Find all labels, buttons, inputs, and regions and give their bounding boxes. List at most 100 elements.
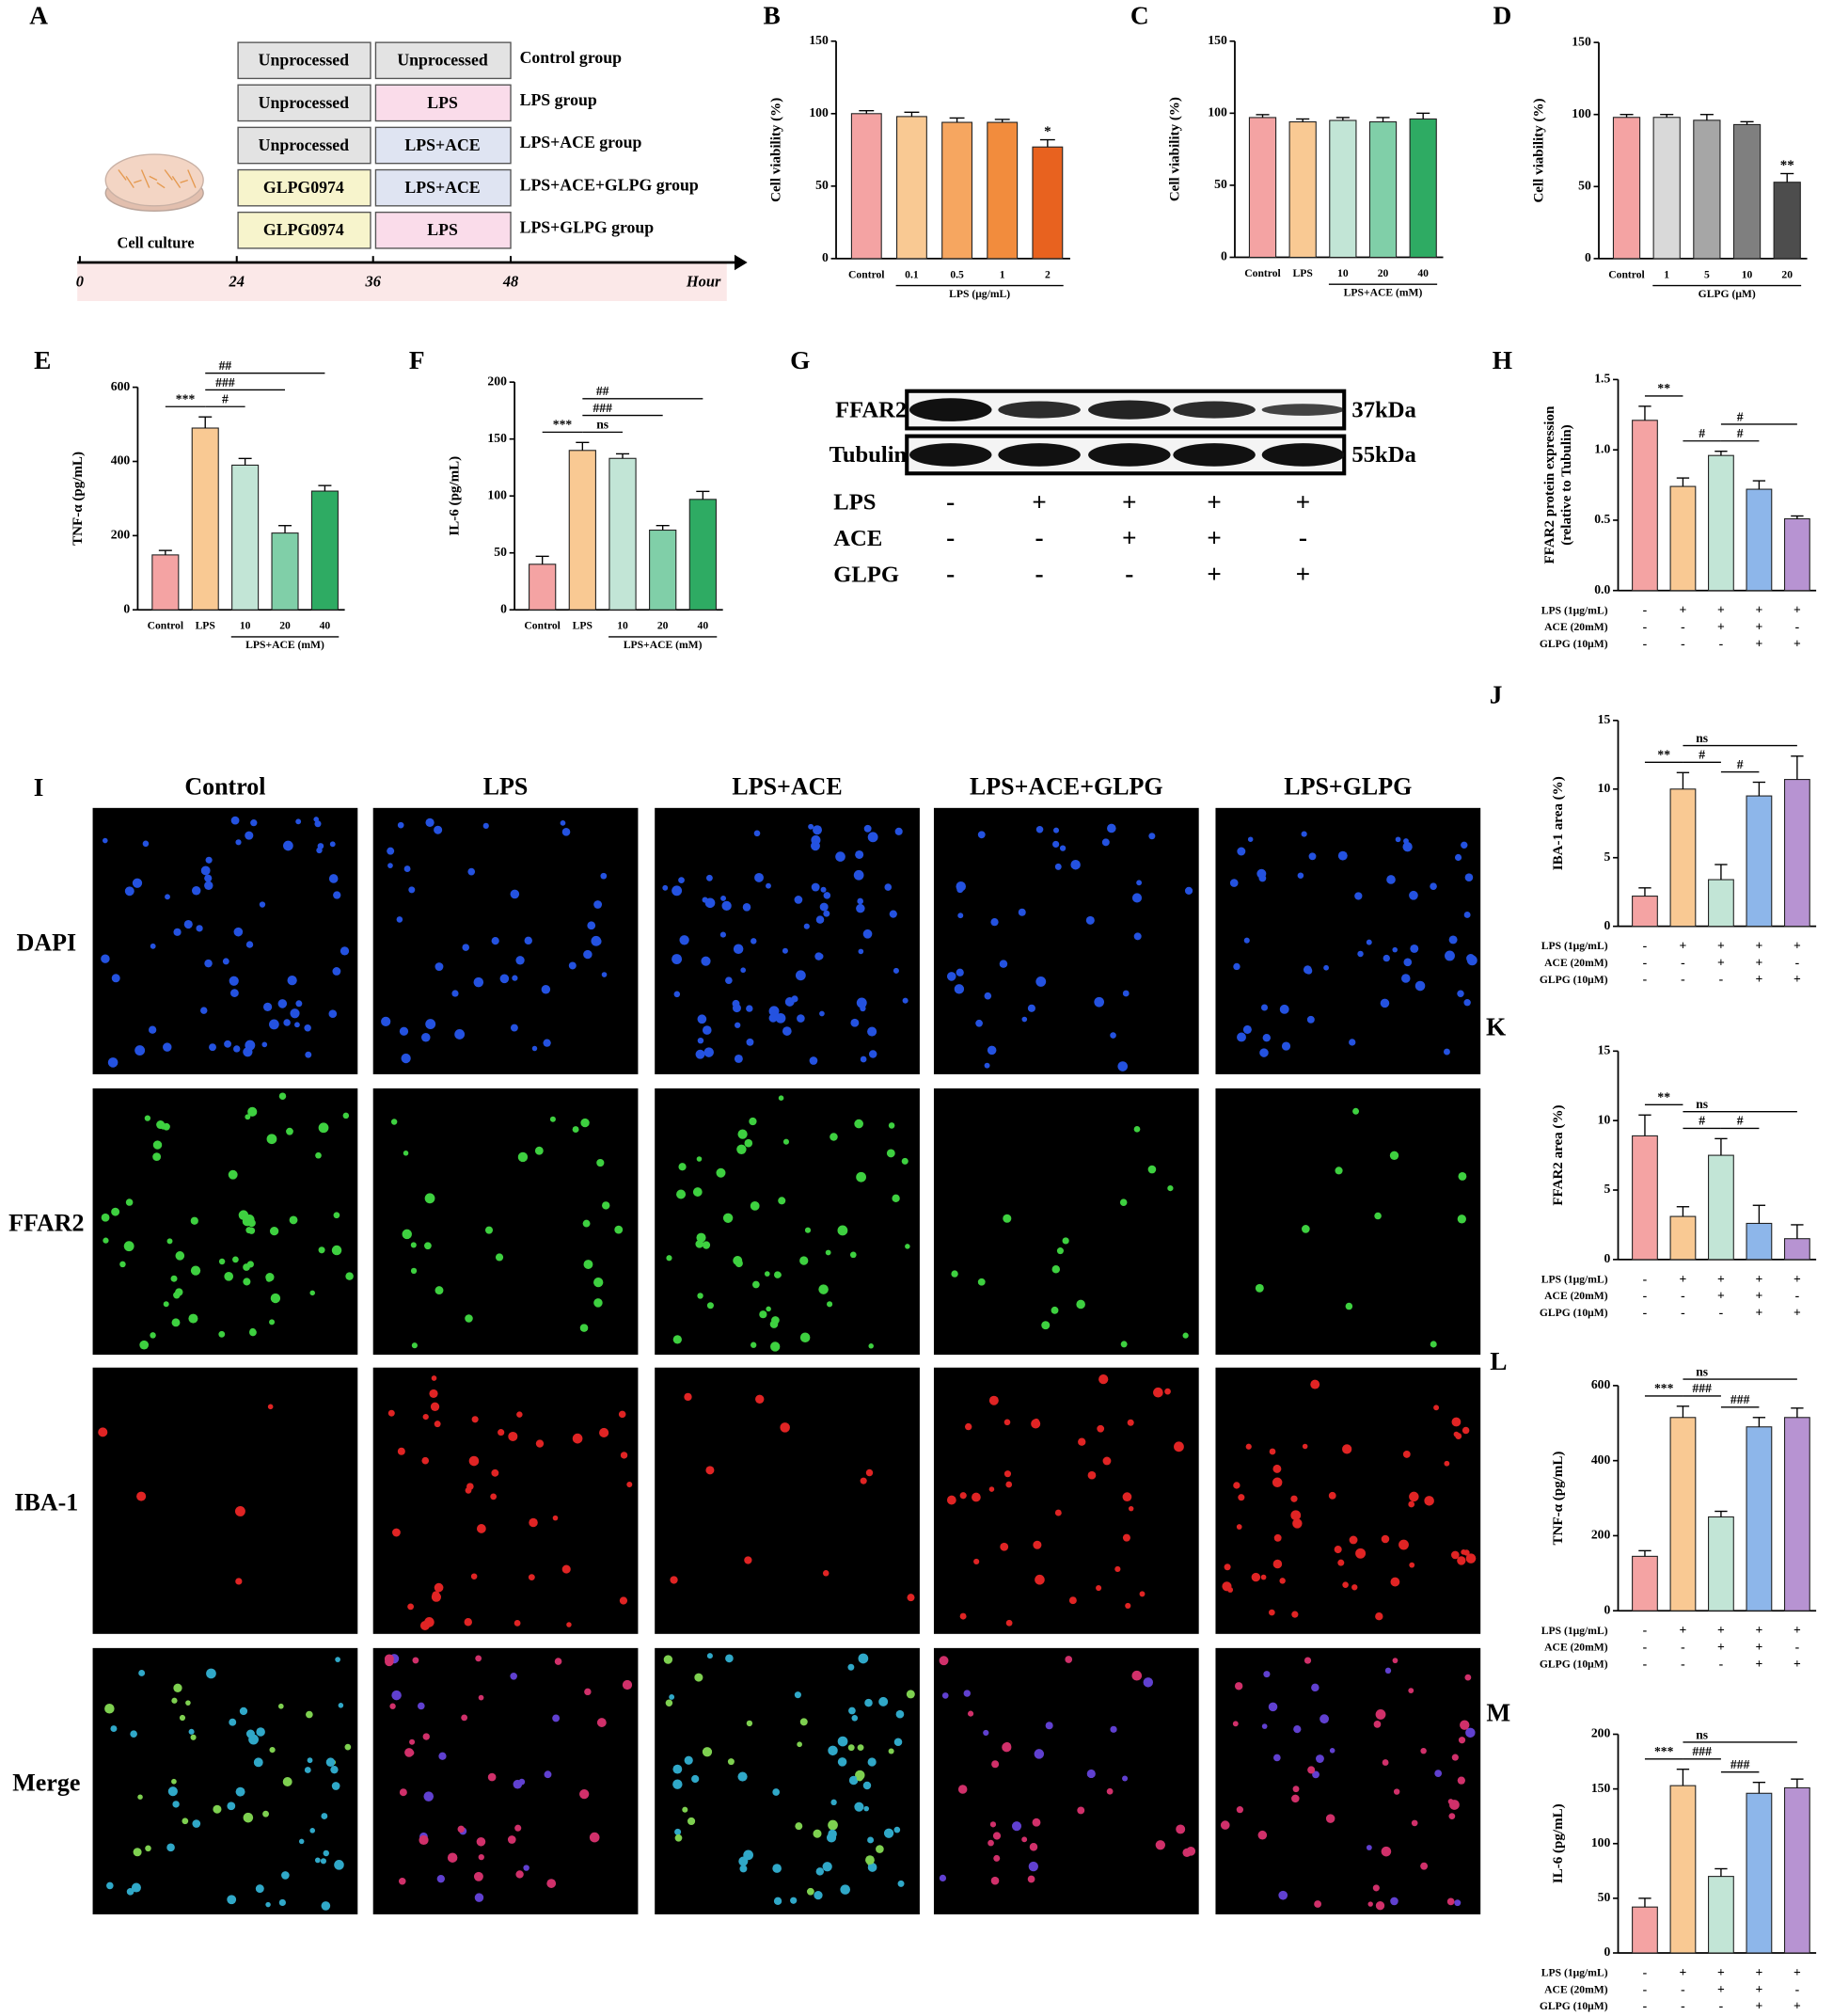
cell xyxy=(190,1216,198,1225)
cell xyxy=(1303,965,1312,975)
cell xyxy=(888,1122,895,1129)
cell xyxy=(269,1747,276,1754)
panel-letter: H xyxy=(1493,346,1512,374)
condition-sign: + xyxy=(1717,620,1725,634)
cell xyxy=(1127,1419,1134,1426)
cell xyxy=(828,1829,837,1839)
cell xyxy=(487,1772,497,1782)
cell xyxy=(614,1225,624,1234)
cell xyxy=(103,1237,109,1244)
cell xyxy=(809,1056,818,1065)
cell xyxy=(600,872,608,880)
petri-dish xyxy=(104,153,204,207)
blot-size: 37kDa xyxy=(1351,397,1415,422)
cell xyxy=(672,1764,683,1774)
significance: ** xyxy=(1657,381,1670,395)
cell xyxy=(744,1138,753,1148)
cell xyxy=(799,1332,811,1342)
bar xyxy=(1746,795,1773,928)
cell xyxy=(1035,825,1044,833)
blot-band xyxy=(998,401,1081,419)
cell xyxy=(1133,1125,1141,1133)
bar xyxy=(649,529,677,611)
condition-sign: + xyxy=(1756,603,1763,617)
cell-sketch xyxy=(171,175,182,189)
cell xyxy=(295,818,302,825)
cell xyxy=(867,1026,877,1037)
cell xyxy=(1464,1674,1472,1681)
condition-name: LPS xyxy=(833,490,876,516)
y-tick-label: 200 xyxy=(111,528,131,542)
cell xyxy=(823,892,831,899)
pre-box xyxy=(237,84,371,122)
cell xyxy=(1260,1574,1267,1580)
cell xyxy=(593,1298,603,1308)
cell xyxy=(233,1045,241,1053)
cell xyxy=(313,817,320,822)
cell xyxy=(957,913,964,919)
cell xyxy=(706,1302,714,1310)
condition-sign: + xyxy=(1122,487,1137,516)
micrograph xyxy=(933,1647,1199,1914)
cell xyxy=(1414,980,1426,992)
cell xyxy=(399,1026,409,1036)
cell xyxy=(407,1603,415,1611)
y-tick-label: 400 xyxy=(1591,1452,1611,1467)
cell xyxy=(695,1049,705,1059)
cell xyxy=(245,831,254,840)
cell xyxy=(768,1006,780,1017)
cell xyxy=(1272,1464,1282,1473)
cell xyxy=(987,1045,997,1056)
cell xyxy=(583,1260,593,1269)
bar xyxy=(1746,1222,1773,1261)
y-tick-label: 0 xyxy=(1604,1251,1610,1265)
cell xyxy=(1164,1388,1171,1395)
blot-band xyxy=(909,443,992,467)
cell xyxy=(1342,1581,1349,1588)
cell xyxy=(233,927,244,937)
cell xyxy=(1076,1299,1085,1310)
cell xyxy=(1174,1441,1184,1452)
cell xyxy=(101,1213,110,1222)
cell xyxy=(425,818,435,828)
row-label: FFAR2 xyxy=(8,1210,84,1237)
y-axis-label: IBA-1 area (%) xyxy=(1551,776,1566,870)
cell xyxy=(722,1213,734,1223)
cell xyxy=(828,1819,838,1831)
cell xyxy=(1290,1510,1302,1521)
cell xyxy=(963,1690,972,1697)
cell xyxy=(243,1047,253,1057)
cell xyxy=(266,1134,277,1145)
cell xyxy=(705,874,713,881)
cell xyxy=(847,1663,855,1671)
significance: # xyxy=(1737,1114,1744,1128)
cell xyxy=(1059,845,1067,851)
micrograph xyxy=(1215,1367,1481,1634)
cell xyxy=(1464,873,1474,881)
cell xyxy=(886,1149,895,1158)
cell xyxy=(1408,1500,1415,1508)
cell xyxy=(678,1163,687,1171)
cell xyxy=(1386,875,1396,884)
cell xyxy=(529,1517,538,1528)
cell xyxy=(901,1157,909,1165)
y-tick-label: 50 xyxy=(1214,177,1227,191)
condition-sign: - xyxy=(1643,939,1648,953)
condition-name: ACE (20mM) xyxy=(1544,1642,1608,1654)
cell xyxy=(1306,1015,1315,1024)
x-tick-label: 10 xyxy=(240,620,251,632)
cell xyxy=(422,1413,429,1421)
condition-sign: - xyxy=(1681,1999,1685,2013)
cell-sketch xyxy=(149,175,158,182)
cell xyxy=(411,1342,418,1349)
cell xyxy=(560,819,566,826)
cell xyxy=(554,1658,562,1665)
cell xyxy=(471,1416,479,1423)
cell xyxy=(990,918,999,927)
cell xyxy=(778,1095,784,1102)
cell xyxy=(514,1619,521,1627)
cell xyxy=(593,1277,604,1288)
cell xyxy=(1125,1602,1131,1609)
cell xyxy=(1269,1448,1276,1455)
condition-sign: + xyxy=(1793,1272,1801,1286)
